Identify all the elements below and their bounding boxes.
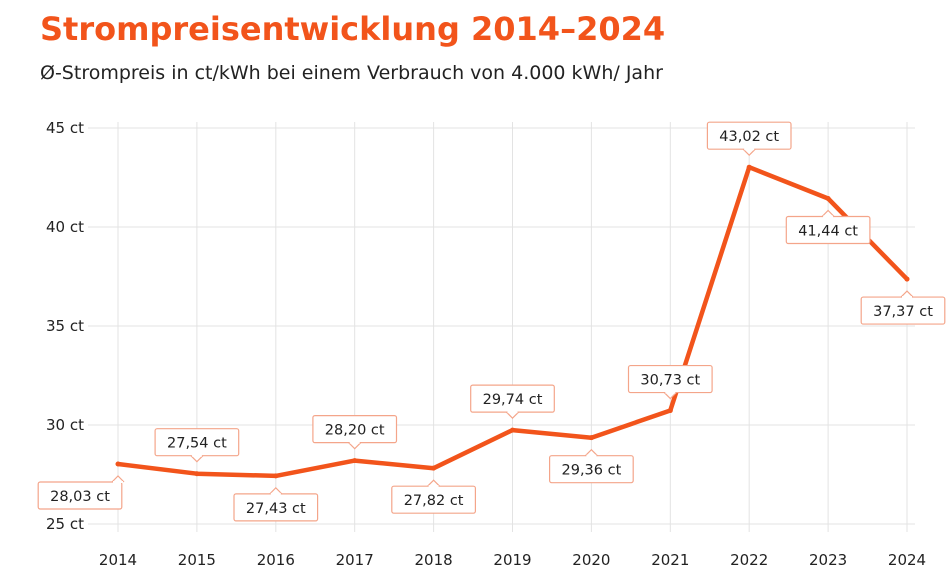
y-tick-label: 45 ct [46, 119, 84, 137]
data-label-text: 37,37 ct [873, 304, 933, 320]
data-label-pointer [111, 475, 125, 483]
x-tick-label: 2015 [178, 551, 216, 569]
data-point-2018 [431, 465, 437, 471]
data-label-text: 27,82 ct [404, 493, 464, 509]
x-tick-label: 2024 [888, 551, 926, 569]
x-tick-label: 2020 [572, 551, 610, 569]
data-point-2024 [904, 276, 910, 282]
chart-title: Strompreisentwicklung 2014–2024 [40, 10, 666, 48]
data-label-pointer [900, 290, 914, 298]
x-tick-label: 2022 [730, 551, 768, 569]
y-tick-label: 25 ct [46, 515, 84, 533]
x-axis-ticks: 2014 2015 2016 2017 2018 2019 2020 2021 2022 2023… [99, 551, 926, 569]
data-label-2024: 37,37 ct [860, 290, 946, 325]
data-label-2017: 28,20 ct [312, 415, 398, 450]
data-label-text: 29,74 ct [483, 392, 543, 408]
data-label-2020: 29,36 ct [548, 448, 634, 484]
data-label-2023: 41,44 ct [785, 209, 871, 245]
data-point-2020 [588, 435, 594, 441]
data-point-2017 [352, 458, 358, 464]
data-labels: 28,03 ct 27,54 ct 27,43 ct 28,20 ct 27,82 ct… [37, 121, 946, 522]
x-tick-label: 2018 [415, 551, 453, 569]
data-label-text: 28,03 ct [50, 489, 110, 505]
x-tick-label: 2017 [336, 551, 374, 569]
data-label-text: 27,43 ct [246, 501, 306, 517]
data-label-2019: 29,74 ct [470, 384, 555, 419]
data-point-2014 [115, 461, 121, 467]
chart-subtitle: Ø-Strompreis in ct/kWh bei einem Verbrau… [40, 62, 663, 84]
x-tick-label: 2014 [99, 551, 137, 569]
y-tick-label: 30 ct [46, 416, 84, 434]
data-point-2016 [273, 473, 279, 479]
data-label-pointer [506, 411, 519, 419]
grid-lines [88, 122, 915, 532]
x-tick-label: 2019 [493, 551, 531, 569]
data-label-pointer [584, 448, 598, 457]
data-label-pointer [742, 148, 756, 157]
data-label-2015: 27,54 ct [154, 428, 240, 463]
data-label-pointer [427, 479, 441, 487]
data-point-2019 [510, 427, 515, 433]
y-tick-label: 40 ct [46, 218, 84, 236]
y-tick-label: 35 ct [46, 317, 84, 335]
data-label-2022: 43,02 ct [706, 121, 792, 157]
data-label-2016: 27,43 ct [233, 487, 319, 522]
data-point-2015 [194, 471, 200, 477]
y-axis-ticks: 25 ct 30 ct 35 ct 40 ct 45 ct [46, 119, 84, 533]
data-label-box [37, 481, 123, 510]
data-label-text: 27,54 ct [167, 436, 227, 452]
data-label-text: 29,36 ct [562, 463, 622, 479]
data-label-text: 43,02 ct [719, 129, 779, 145]
data-label-pointer [663, 392, 677, 400]
data-point-2022 [746, 164, 752, 170]
data-label-2021: 30,73 ct [627, 364, 713, 400]
data-label-pointer [269, 487, 283, 495]
data-label-pointer [348, 442, 362, 450]
data-label-text: 28,20 ct [325, 423, 385, 439]
data-label-pointer [190, 455, 204, 463]
data-label-2018: 27,82 ct [391, 479, 476, 514]
data-point-2021 [667, 408, 673, 414]
price-series [115, 164, 910, 479]
data-label-text: 41,44 ct [798, 223, 858, 239]
x-tick-label: 2023 [809, 551, 847, 569]
x-tick-label: 2021 [651, 551, 689, 569]
data-label-2014: 28,03 ct [37, 475, 125, 510]
data-label-pointer [821, 209, 835, 217]
data-label-text: 30,73 ct [640, 373, 700, 389]
x-tick-label: 2016 [257, 551, 295, 569]
data-point-2023 [825, 195, 831, 201]
